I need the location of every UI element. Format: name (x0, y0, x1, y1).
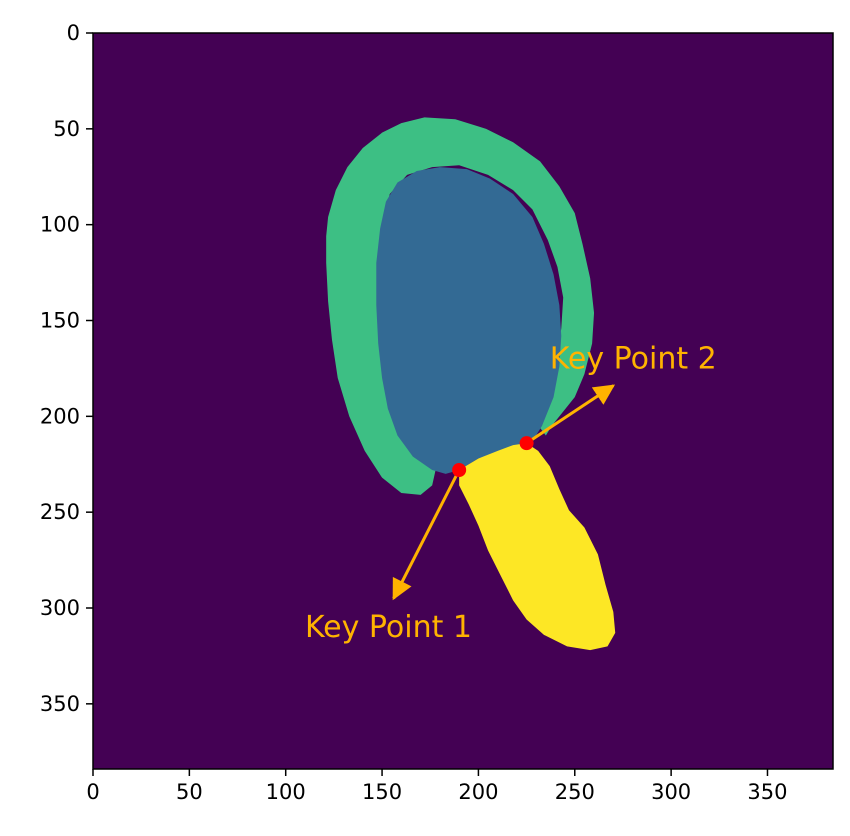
plot-area: Key Point 1 Key Point 2 (93, 33, 833, 769)
y-tick-label: 50 (53, 117, 80, 141)
keypoint-1-label: Key Point 1 (305, 610, 472, 645)
regions-layer (326, 117, 616, 651)
axes-frame (92, 32, 834, 770)
x-tick-label: 300 (651, 780, 691, 804)
y-axis: 0 50 100 150 200 250 300 350 (40, 21, 93, 716)
keypoint-1-marker (452, 463, 467, 477)
keypoint-2-marker (519, 436, 534, 451)
x-tick-label: 100 (266, 780, 306, 804)
x-tick-label: 250 (555, 780, 595, 804)
x-tick-label: 200 (458, 780, 498, 804)
lower_region-region (459, 443, 616, 651)
x-tick-label: 350 (747, 780, 787, 804)
keypoint-2-label: Key Point 2 (550, 341, 717, 376)
y-tick-label: 200 (40, 404, 80, 428)
y-tick-label: 150 (40, 309, 80, 333)
keypoint-2-arrow (525, 384, 616, 445)
x-tick-label: 50 (176, 780, 203, 804)
keypoint-1-arrow (392, 469, 461, 601)
x-axis: 0 50 100 150 200 250 300 350 (86, 769, 788, 804)
y-tick-label: 250 (40, 500, 80, 524)
inner_region-region (376, 167, 562, 474)
annotations-layer: Key Point 1 Key Point 2 (305, 341, 717, 644)
y-tick-label: 300 (40, 596, 80, 620)
x-tick-label: 150 (362, 780, 402, 804)
y-tick-label: 100 (40, 213, 80, 237)
y-tick-label: 0 (67, 21, 80, 45)
y-tick-label: 350 (40, 692, 80, 716)
x-tick-label: 0 (86, 780, 99, 804)
